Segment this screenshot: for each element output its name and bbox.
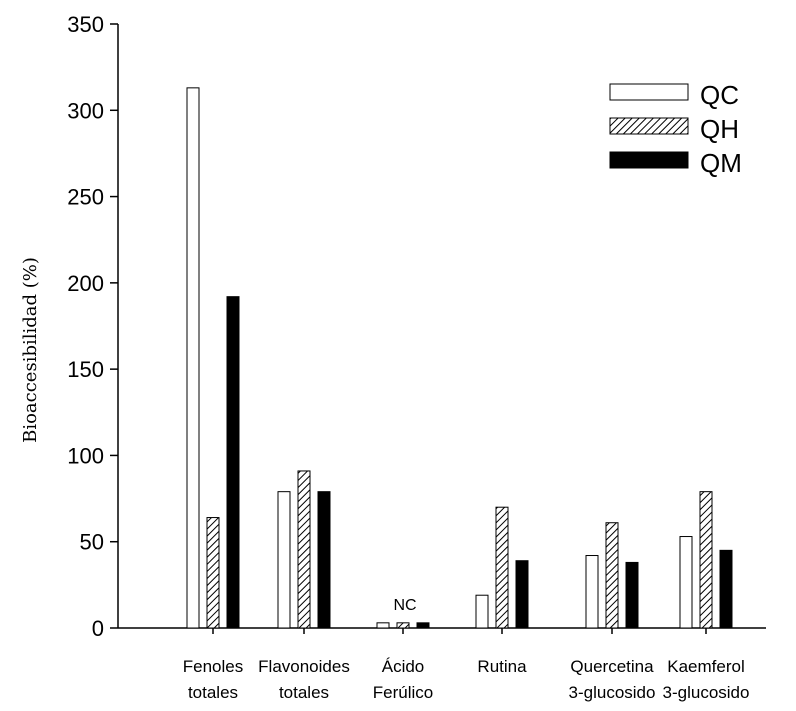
bar-qm-2 bbox=[416, 622, 430, 629]
bars bbox=[186, 87, 733, 629]
bar-qc-4 bbox=[585, 555, 599, 629]
y-tick-label: 50 bbox=[80, 530, 104, 555]
bar-qm-1 bbox=[317, 491, 331, 629]
bar-qc-3 bbox=[475, 594, 489, 629]
legend-swatch-qm bbox=[609, 151, 689, 169]
y-tick-label: 100 bbox=[67, 443, 104, 468]
bar-qm-4 bbox=[625, 561, 639, 629]
labels: Fenoles totales Flavonoides totales Ácido Fer… bbox=[183, 597, 750, 702]
bar-qc-5 bbox=[679, 536, 693, 629]
legend-label-qh: QH bbox=[700, 114, 739, 144]
legend-swatch-qh bbox=[609, 117, 689, 135]
y-tick-label: 350 bbox=[67, 12, 104, 37]
y-tick-label: 300 bbox=[67, 98, 104, 123]
bar-qc-2 bbox=[376, 622, 390, 629]
bar-qh-4 bbox=[605, 522, 619, 629]
x-tick-label: Kaemferol 3-glucosido bbox=[663, 657, 750, 702]
annotation-nc: NC bbox=[393, 597, 416, 614]
y-tick-label: 0 bbox=[92, 616, 104, 641]
legend-label-qc: QC bbox=[700, 80, 739, 110]
legend-label-qm: QM bbox=[700, 148, 742, 178]
bar-qm-5 bbox=[719, 549, 733, 629]
bar-qm-0 bbox=[226, 296, 240, 629]
x-tick-label: Fenoles totales bbox=[183, 657, 243, 702]
legend: QC QH QM bbox=[609, 80, 742, 178]
bar-qh-0 bbox=[206, 517, 220, 629]
bar-qh-3 bbox=[495, 506, 509, 629]
y-tick-label: 250 bbox=[67, 185, 104, 210]
bar-qc-0 bbox=[186, 87, 200, 629]
x-tick-label: Ácido Ferúlico bbox=[373, 657, 433, 702]
y-tick-label: 150 bbox=[67, 357, 104, 382]
axes: 0 50 100 150 200 250 300 350 bbox=[67, 12, 766, 641]
y-axis-label: Bioaccesibilidad (%) bbox=[20, 257, 41, 443]
bar-qh-1 bbox=[297, 470, 311, 629]
x-tick-label: Quercetina 3-glucosido bbox=[569, 657, 656, 702]
bar-qh-5 bbox=[699, 491, 713, 629]
x-tick-label: Flavonoides totales bbox=[258, 657, 350, 702]
y-tick-label: 200 bbox=[67, 271, 104, 296]
bar-qh-2 bbox=[396, 622, 410, 629]
legend-swatch-qc bbox=[609, 83, 689, 101]
x-tick-label: Rutina bbox=[477, 657, 527, 676]
bar-qc-1 bbox=[277, 491, 291, 629]
bar-qm-3 bbox=[515, 560, 529, 629]
